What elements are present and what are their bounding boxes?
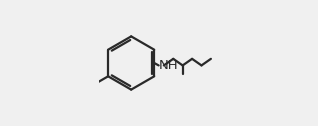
Text: NH: NH	[159, 59, 179, 72]
